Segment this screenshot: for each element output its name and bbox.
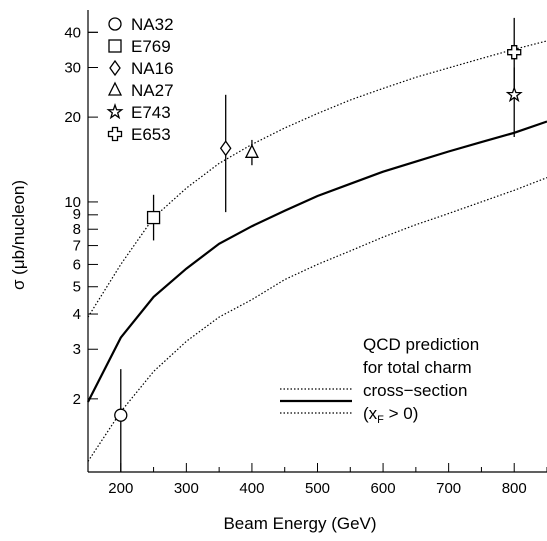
- y-tick-label: 9: [73, 206, 81, 223]
- curve-lower: [87, 177, 547, 462]
- x-tick-label: 700: [436, 480, 461, 497]
- x-tick-label: 200: [108, 480, 133, 497]
- legend-label-na27: NA27: [131, 81, 174, 100]
- y-tick-label: 8: [73, 221, 81, 238]
- y-tick-label: 20: [64, 109, 81, 126]
- legend-label-e769: E769: [131, 37, 171, 56]
- y-tick-label: 4: [73, 306, 81, 323]
- y-tick-label: 10: [64, 194, 81, 211]
- legend-marker-e653: [107, 126, 123, 142]
- plot-frame: [87, 10, 547, 473]
- curve-central: [87, 120, 547, 403]
- x-tick-label: 300: [174, 480, 199, 497]
- y-tick-label: 7: [73, 238, 81, 255]
- legend: NA32 E769 NA16 NA27 E743 E653: [106, 15, 174, 144]
- x-axis-label: Beam Energy (GeV): [223, 514, 376, 533]
- x-axis: 200 300 400 500 600 700 800: [87, 463, 547, 497]
- legend-marker-e769: [108, 39, 122, 53]
- legend-label-na32: NA32: [131, 15, 174, 34]
- point-na32: [114, 408, 128, 422]
- legend-label-na16: NA16: [131, 59, 174, 78]
- annotation-line-4: (xF > 0): [363, 404, 418, 426]
- data-points: [114, 17, 523, 472]
- y-tick-label: 40: [64, 24, 81, 41]
- y-tick-label: 3: [73, 341, 81, 358]
- legend-marker-na27: [107, 81, 123, 96]
- point-e769: [146, 210, 161, 225]
- annotation-line-3: cross−section: [363, 381, 467, 400]
- x-tick-label: 800: [502, 480, 527, 497]
- y-tick-label: 2: [73, 391, 81, 408]
- legend-marker-e743: [106, 102, 124, 120]
- x-tick-label: 400: [239, 480, 264, 497]
- x-tick-label: 500: [305, 480, 330, 497]
- legend-label-e743: E743: [131, 103, 171, 122]
- legend-marker-na32: [108, 17, 122, 31]
- point-e743: [505, 85, 523, 103]
- y-tick-label: 5: [73, 279, 81, 296]
- point-na16: [219, 140, 232, 157]
- y-tick-label: 30: [64, 60, 81, 77]
- legend-label-e653: E653: [131, 125, 171, 144]
- annotation-line-2: for total charm: [363, 358, 472, 377]
- qcd-curves: [87, 40, 547, 462]
- point-e653: [507, 45, 522, 60]
- curve-upper: [87, 40, 547, 318]
- y-axis-label: σ (μb/nucleon): [9, 180, 28, 290]
- point-na27: [244, 143, 259, 158]
- annotation-line-1: QCD prediction: [363, 335, 479, 354]
- qcd-annotation: QCD prediction for total charm cross−sec…: [280, 335, 479, 426]
- legend-marker-na16: [109, 59, 121, 77]
- x-tick-label: 600: [371, 480, 396, 497]
- y-tick-label: 6: [73, 256, 81, 273]
